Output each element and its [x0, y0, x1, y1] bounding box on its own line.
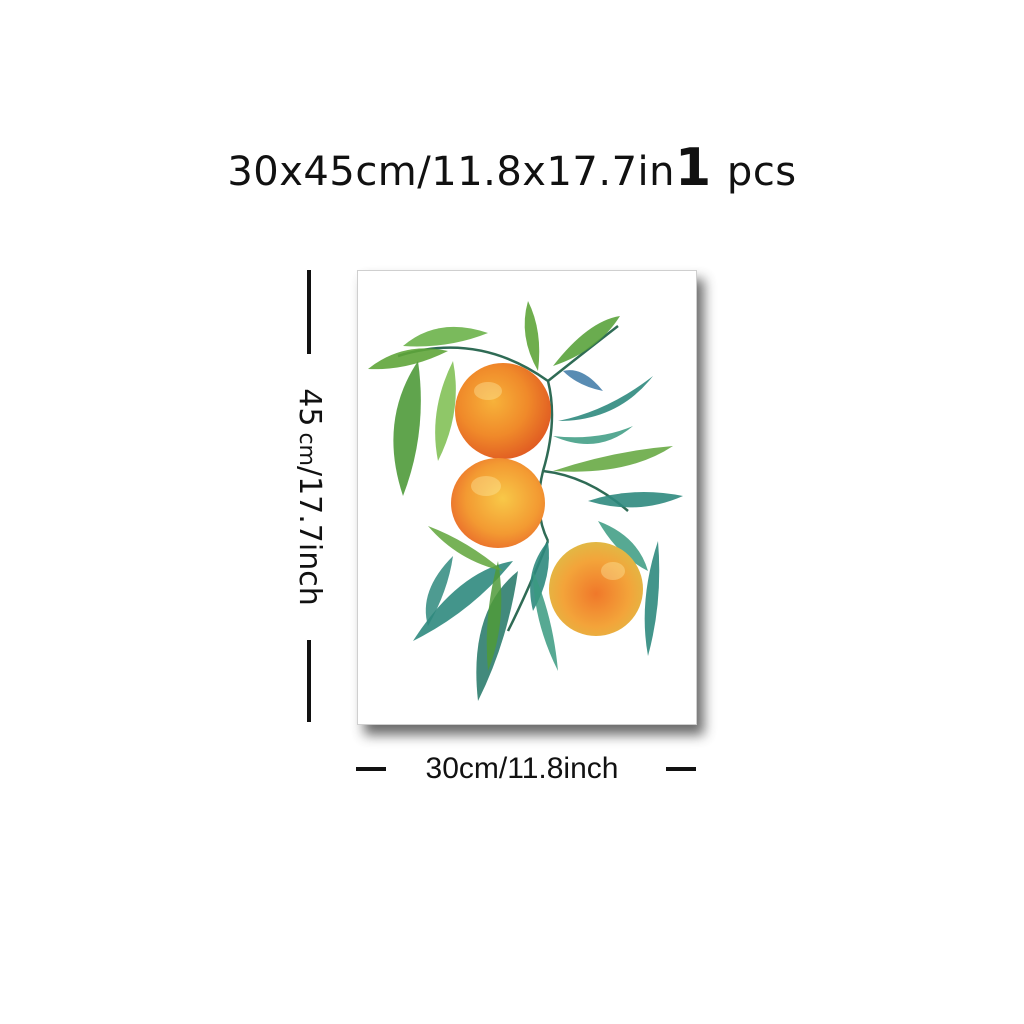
orange-fruit — [549, 542, 643, 636]
width-dimension-label: 30cm/11.8inch — [425, 752, 619, 785]
orange-fruit — [455, 363, 551, 459]
height-dimension-line-top — [307, 270, 311, 354]
watercolor-highlights — [471, 382, 625, 580]
height-dimension-line-bottom — [307, 640, 311, 722]
quantity-number: 1 — [675, 138, 712, 198]
height-value: 45 — [292, 388, 327, 427]
product-size-title: 30x45cm/11.8x17.7in1 pcs — [0, 138, 1024, 198]
size-text: 30x45cm/11.8x17.7in — [227, 149, 676, 195]
height-unit-cm: cm — [294, 432, 319, 466]
height-dimension-label: 45 cm/17.7inch — [292, 388, 327, 606]
canvas-artwork — [357, 270, 697, 725]
quantity-unit: pcs — [726, 149, 797, 195]
orange-branch-illustration — [368, 301, 683, 701]
width-dimension-line-left — [356, 767, 386, 771]
width-dimension-line-right — [666, 767, 696, 771]
orange-fruit — [451, 458, 545, 548]
height-rest: /17.7inch — [292, 465, 327, 606]
leaves — [368, 301, 683, 701]
